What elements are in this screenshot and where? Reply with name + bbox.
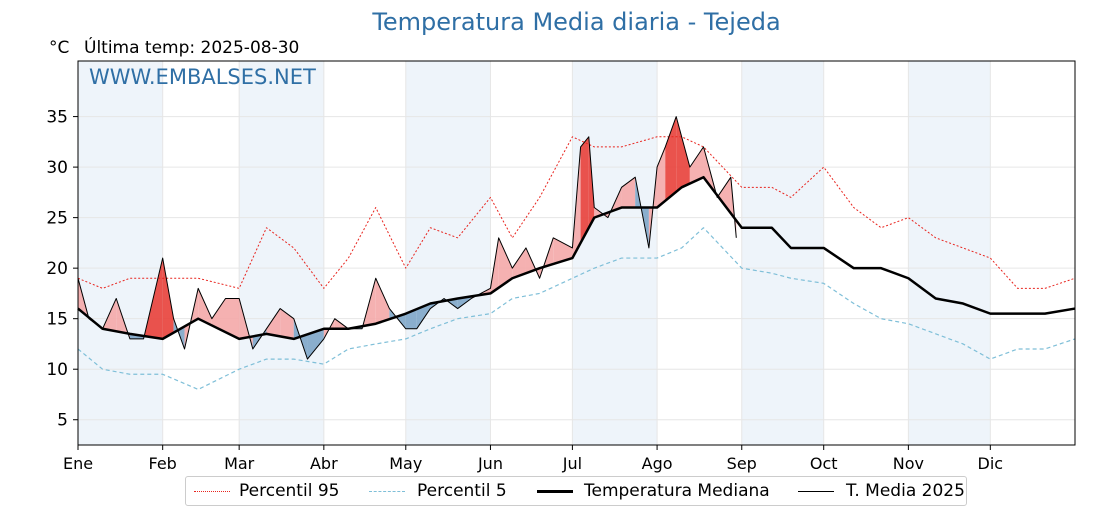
fill-above-median [266,308,281,337]
fill-below-median [307,328,324,360]
y-tick-label: 30 [46,158,68,178]
legend-label-media2025: T. Media 2025 [846,481,965,501]
legend-swatch-p95 [194,491,230,492]
y-axis-ticks: 5 10 15 20 25 30 35 [46,108,78,431]
fill-above-median [730,177,737,238]
legend-swatch-median [537,490,573,493]
fill-below-median [405,309,417,329]
y-tick-label: 25 [46,209,68,229]
x-tick-label: Jul [562,454,582,473]
y-tick-label: 10 [46,360,68,380]
legend-swatch-media2025 [798,491,834,492]
fill-above-median [689,146,704,184]
fill-above-median [512,247,526,279]
y-tick-label: 15 [46,310,68,330]
legend: Percentil 95 Percentil 5 Temperatura Med… [185,476,967,506]
x-tick-label: May [389,454,422,473]
x-tick-label: Mar [224,454,255,473]
fill-above-median [375,278,390,324]
legend-swatch-p5 [369,491,405,492]
fill-above-median [225,298,240,339]
x-tick-label: Nov [893,454,924,473]
watermark-text: WWW.EMBALSES.NET [89,65,316,89]
fill-above-median [198,288,212,326]
month-band [741,61,824,445]
x-axis-ticks: Ene Feb Mar Abr May Jun Jul Ago Sep Oct Nov Dic [63,445,1003,473]
x-tick-label: Feb [149,454,177,473]
fill-above-median [553,237,573,264]
fill-below-median [416,303,431,329]
chart-title: Temperatura Media diaria - Tejeda [372,8,781,36]
y-tick-label: 35 [46,108,68,128]
fill-above-median [162,258,174,339]
y-tick-label: 20 [46,259,68,279]
month-bands [78,61,991,445]
legend-label-p95: Percentil 95 [239,481,340,501]
fill-above-median [498,237,513,288]
month-band [908,61,991,445]
x-tick-label: Sep [727,454,757,473]
fill-above-median [580,136,589,243]
fill-above-median [665,116,677,201]
plot-frame [77,60,1076,446]
x-tick-label: Abr [310,454,338,473]
y-tick-label: 5 [57,411,68,431]
line-media-2025 [77,116,737,360]
month-band [78,61,163,445]
month-band [239,61,324,445]
x-tick-label: Oct [810,454,838,473]
fill-above-median [211,298,226,333]
fill-above-median [676,116,690,192]
series-lines [77,116,1076,391]
y-unit-label: °C [49,38,70,58]
x-tick-label: Dic [978,454,1004,473]
x-tick-label: Ene [63,454,93,473]
x-tick-label: Ago [642,454,673,473]
line-percentil-95 [77,136,1076,289]
x-tick-label: Jun [477,454,503,473]
month-band [572,61,658,445]
last-temp-label: Última temp: 2025-08-30 [84,38,300,58]
month-band [405,61,491,445]
fill-above-median [717,177,731,214]
line-percentil-5 [77,227,1076,391]
legend-label-median: Temperatura Mediana [584,481,770,501]
fill-above-median [621,177,636,208]
legend-label-p5: Percentil 5 [417,481,507,501]
